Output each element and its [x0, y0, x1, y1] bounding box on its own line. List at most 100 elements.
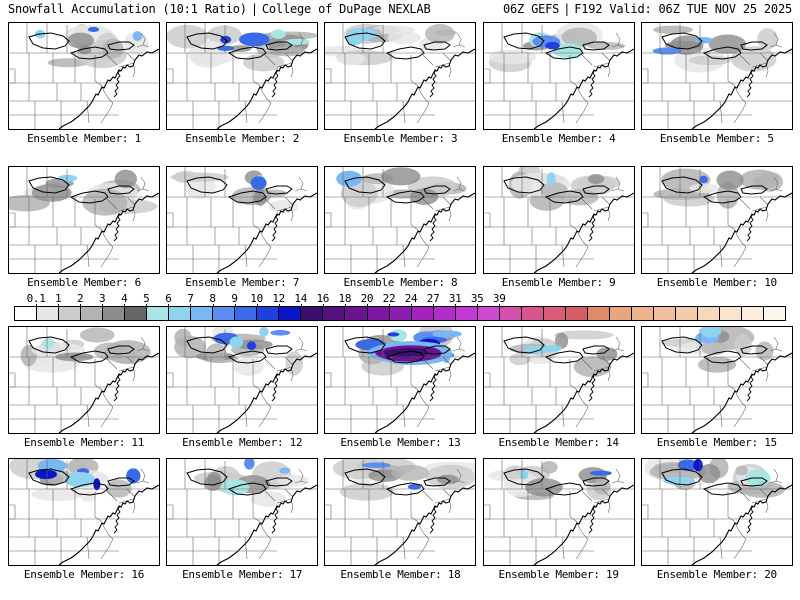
boundary-line — [58, 192, 159, 273]
geography-outlines — [9, 167, 159, 273]
boundary-line — [661, 468, 703, 486]
boundary-line — [641, 372, 649, 388]
boundary-line — [615, 468, 620, 482]
boundary-line — [258, 406, 272, 428]
boundary-line — [271, 505, 279, 534]
map-panel-member-9[interactable] — [482, 166, 635, 274]
snow-contour-blue — [663, 476, 695, 485]
map-panel-member-1[interactable] — [8, 22, 160, 130]
snow-contour-blue — [518, 470, 528, 480]
boundary-line — [9, 372, 16, 388]
boundary-line — [107, 345, 135, 355]
header-left: Snowfall Accumulation (10:1 Ratio) | Colle… — [8, 2, 431, 16]
boundary-line — [423, 477, 452, 487]
boundary-line — [739, 198, 751, 210]
panel-label-member-5: Ensemble Member: 5 — [659, 132, 774, 145]
map-panel-member-4[interactable] — [482, 22, 635, 130]
colorbar-tick-mark — [234, 304, 236, 307]
boundary-line — [691, 192, 792, 273]
panel-label-member-18: Ensemble Member: 18 — [340, 568, 461, 581]
colorbar-swatch — [697, 307, 720, 320]
boundary-line — [9, 68, 16, 84]
map-panel-member-6[interactable] — [8, 166, 160, 274]
snow-contour-light — [730, 46, 777, 72]
boundary-line — [430, 213, 437, 242]
geography-outlines — [641, 23, 792, 129]
boundary-line — [271, 373, 279, 402]
boundary-line — [186, 468, 228, 486]
map-panel-member-20[interactable] — [640, 458, 793, 566]
map-panel-member-19[interactable] — [482, 458, 635, 566]
map-canvas — [9, 167, 159, 273]
map-panel-member-8[interactable] — [324, 166, 477, 274]
map-panel-member-5[interactable] — [640, 22, 793, 130]
boundary-line — [443, 488, 452, 498]
map-canvas — [483, 23, 634, 129]
boundary-line — [702, 482, 742, 496]
page-title: Snowfall Accumulation (10:1 Ratio) — [8, 2, 247, 16]
boundary-line — [569, 516, 588, 540]
colorbar-tick-mark — [58, 304, 60, 307]
map-panel-member-10[interactable] — [640, 166, 793, 274]
geography-outlines — [167, 327, 318, 433]
snow-contour-moderate — [708, 34, 746, 54]
boundary-line — [264, 198, 276, 210]
colorbar-swatch — [477, 307, 500, 320]
map-panel-member-14[interactable] — [482, 326, 635, 434]
boundary-line — [773, 176, 779, 190]
colorbar-tick-label: 0.1 — [26, 292, 46, 305]
boundary-line — [58, 484, 159, 565]
boundary-line — [569, 384, 588, 408]
boundary-line — [228, 46, 267, 60]
panel-label-member-6: Ensemble Member: 6 — [27, 276, 141, 289]
colorbar-tick-mark — [300, 304, 302, 307]
map-viewport — [483, 459, 634, 565]
colorbar-tick-label: 24 — [404, 292, 418, 305]
colorbar-tick-mark — [278, 304, 280, 307]
geography-outlines — [641, 459, 792, 565]
boundary-line — [228, 482, 267, 496]
boundary-line — [69, 482, 109, 496]
boundary-line — [100, 102, 114, 124]
map-viewport — [483, 167, 634, 273]
snow-contour-blue — [336, 170, 363, 187]
map-panel-member-15[interactable] — [640, 326, 793, 434]
snow-contour-moderate — [554, 332, 568, 350]
boundary-line — [265, 345, 294, 355]
map-canvas — [325, 327, 476, 433]
map-viewport — [641, 167, 792, 273]
snow-contour-blue — [362, 462, 392, 469]
map-panel-member-12[interactable] — [166, 326, 319, 434]
panel-label-member-2: Ensemble Member: 2 — [185, 132, 300, 145]
boundary-line — [773, 336, 779, 350]
map-panel-member-11[interactable] — [8, 326, 160, 434]
snow-contour-blue — [250, 176, 267, 190]
map-panel-member-3[interactable] — [324, 22, 477, 130]
boundary-line — [411, 224, 430, 248]
colorbar-tick-mark — [36, 304, 38, 307]
colorbar-tick-mark — [388, 304, 390, 307]
boundary-line — [28, 336, 70, 354]
map-canvas — [483, 167, 634, 273]
boundary-line — [264, 358, 276, 370]
boundary-line — [386, 46, 426, 60]
header-separator-2: | — [563, 2, 571, 16]
colorbar-tick-mark — [366, 304, 368, 307]
map-panel-member-17[interactable] — [166, 458, 319, 566]
colorbar-swatch — [653, 307, 676, 320]
boundary-line — [544, 46, 584, 60]
snow-contour-moderate — [434, 29, 458, 36]
map-panel-member-13[interactable] — [324, 326, 477, 434]
map-panel-member-2[interactable] — [166, 22, 319, 130]
boundary-line — [740, 185, 768, 195]
map-panel-member-7[interactable] — [166, 166, 319, 274]
colorbar-swatch — [499, 307, 522, 320]
map-panel-member-16[interactable] — [8, 458, 160, 566]
map-canvas — [641, 167, 792, 273]
colorbar-tick-labels: 0.1 1 2 3 4 5 6 7 8 9 10 12 14 16 18 20 22 24 27 31 35 39 — [14, 292, 786, 307]
panel-label-member-7: Ensemble Member: 7 — [185, 276, 300, 289]
boundary-line — [417, 538, 430, 560]
map-panel-member-18[interactable] — [324, 458, 477, 566]
colorbar-swatch — [323, 307, 346, 320]
